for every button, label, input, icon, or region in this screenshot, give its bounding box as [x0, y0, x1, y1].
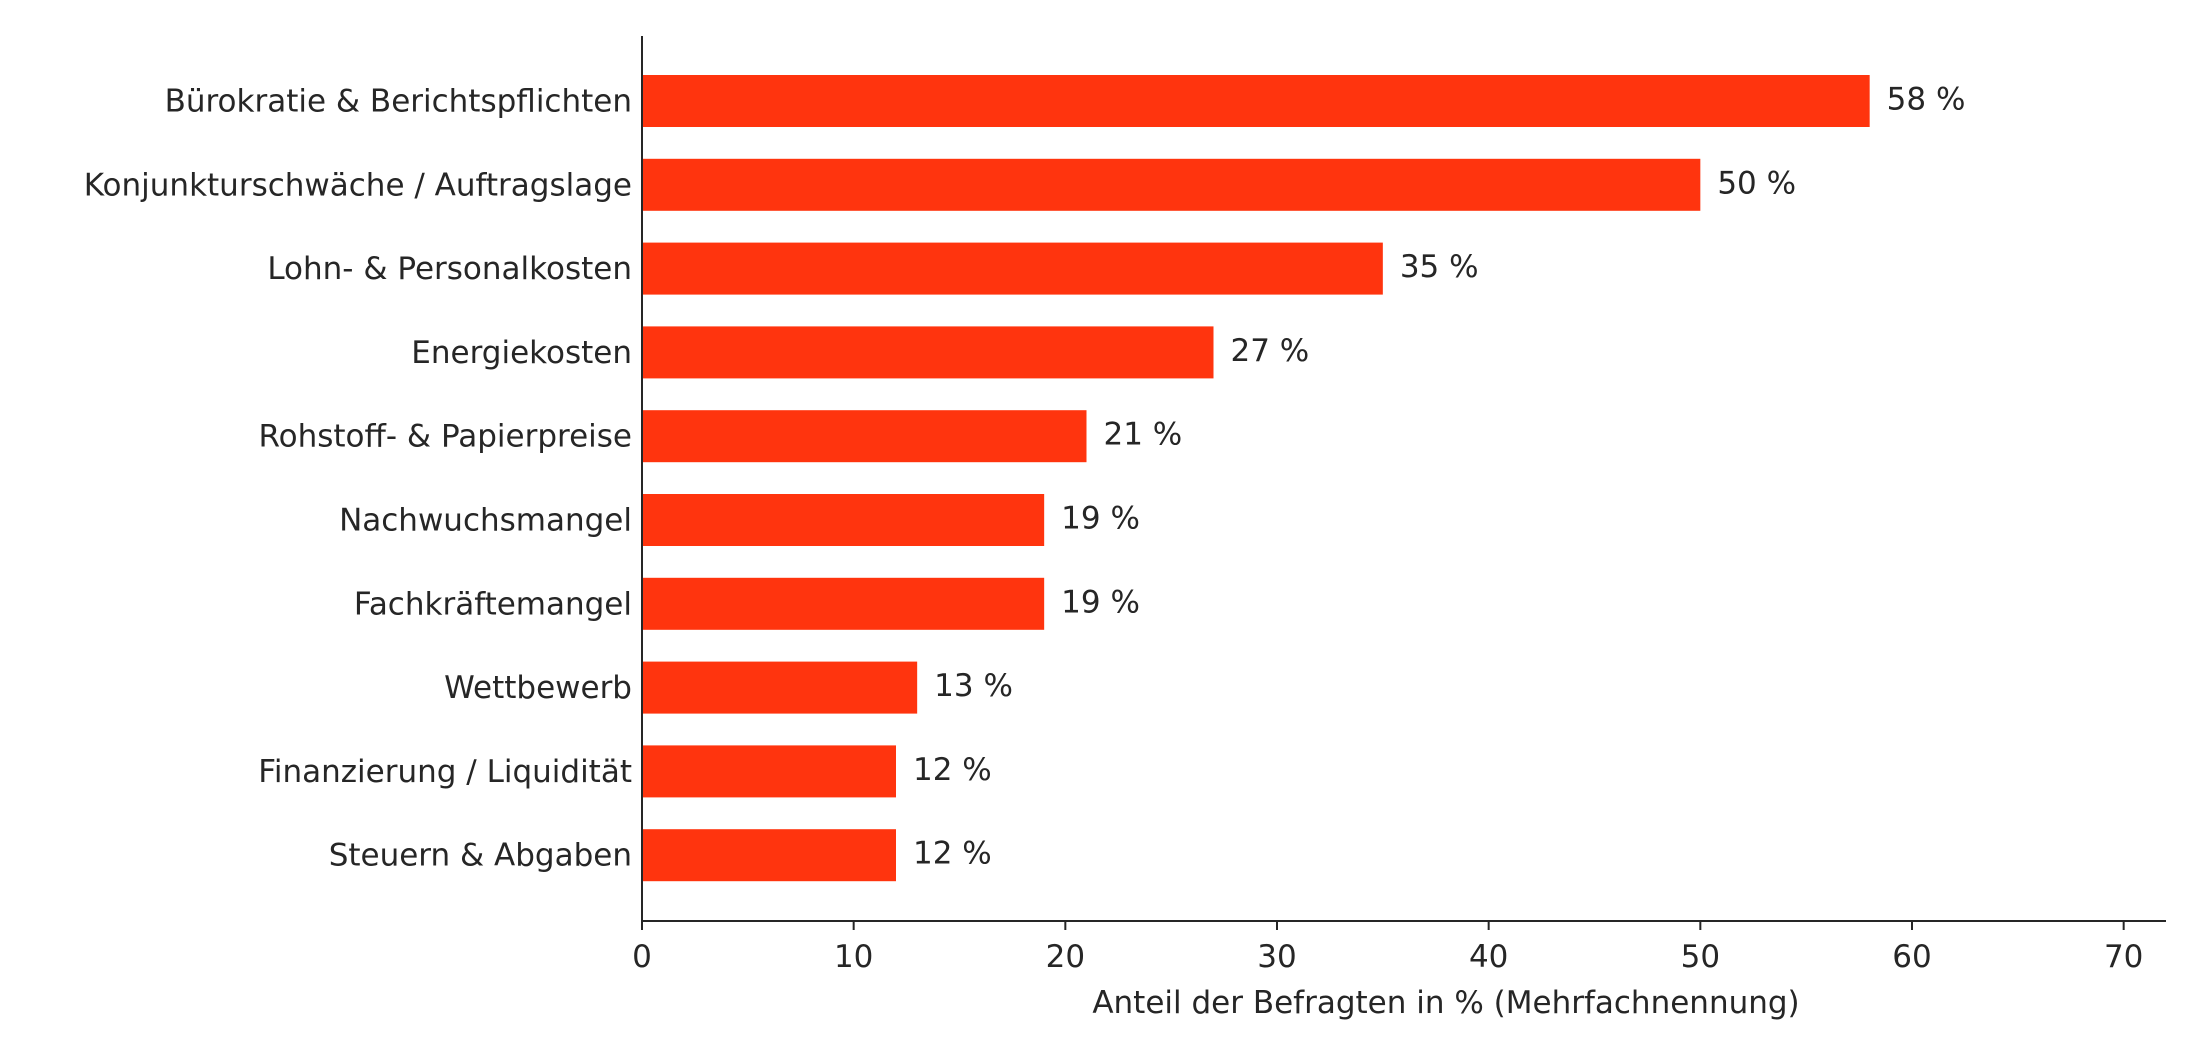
category-label: Steuern & Abgaben	[329, 838, 632, 874]
category-label: Lohn- & Personalkosten	[267, 251, 632, 287]
bar	[642, 75, 1870, 127]
bar	[642, 494, 1045, 546]
category-label: Wettbewerb	[444, 670, 632, 706]
x-tick-label: 50	[1681, 939, 1720, 975]
x-axis-title: Anteil der Befragten in % (Mehrfachnennu…	[1092, 985, 1799, 1021]
bar	[642, 577, 1045, 630]
bar-value-label: 13 %	[934, 668, 1013, 704]
value-labels-group: 58 % 50 % 35 % 27 % 21 % 19 % 19 % 13 % 12 % 12 %	[913, 82, 1965, 872]
bar	[642, 326, 1214, 379]
x-tick-label: 10	[834, 939, 873, 975]
x-tick-label: 70	[2104, 939, 2143, 975]
bar	[642, 410, 1087, 463]
category-labels-group: Bürokratie & Berichtspflichten Konjunktur…	[84, 84, 632, 874]
category-label: Konjunkturschwäche / Auftragslage	[84, 167, 632, 203]
x-tick-label: 20	[1046, 939, 1085, 975]
bar-value-label: 27 %	[1231, 333, 1310, 369]
bar-value-label: 50 %	[1717, 165, 1796, 201]
bar	[642, 158, 1701, 211]
bar-value-label: 19 %	[1061, 584, 1140, 620]
x-axis-ticks-group: 0 10 20 30 40 50 60 70	[632, 921, 2143, 975]
category-label: Rohstoff- & Papierpreise	[258, 419, 632, 455]
category-label: Finanzierung / Liquidität	[258, 754, 632, 790]
bar	[642, 745, 896, 798]
category-label: Energiekosten	[411, 335, 632, 371]
category-label: Nachwuchsmangel	[339, 503, 632, 539]
bar	[642, 661, 918, 714]
bars-group	[642, 75, 1870, 882]
x-tick-label: 40	[1469, 939, 1508, 975]
bar-value-label: 21 %	[1104, 417, 1183, 453]
x-tick-label: 30	[1257, 939, 1296, 975]
category-label: Bürokratie & Berichtspflichten	[165, 84, 632, 120]
bar-value-label: 12 %	[913, 836, 992, 872]
bar-value-label: 35 %	[1400, 249, 1479, 285]
bar	[642, 829, 896, 882]
bar-value-label: 58 %	[1887, 82, 1966, 118]
bar-value-label: 19 %	[1061, 501, 1140, 537]
x-tick-label: 60	[1892, 939, 1931, 975]
bar-value-label: 12 %	[913, 752, 992, 788]
category-label: Fachkräftemangel	[354, 586, 632, 622]
bar	[642, 242, 1383, 295]
x-tick-label: 0	[632, 939, 652, 975]
